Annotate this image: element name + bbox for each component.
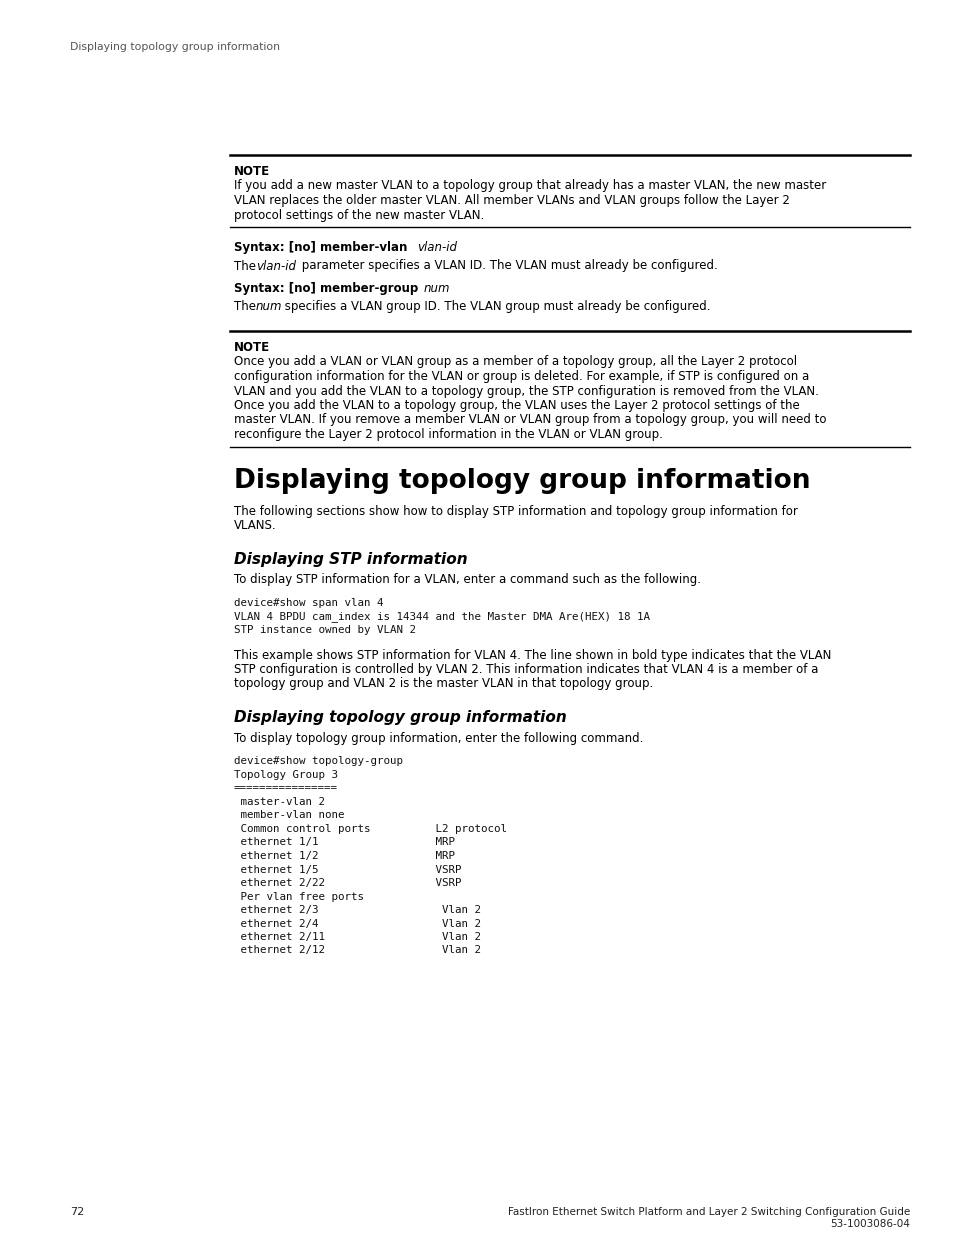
Text: ethernet 2/3                   Vlan 2: ethernet 2/3 Vlan 2 <box>233 905 480 915</box>
Text: specifies a VLAN group ID. The VLAN group must already be configured.: specifies a VLAN group ID. The VLAN grou… <box>281 300 710 314</box>
Text: Syntax: [no] member-group: Syntax: [no] member-group <box>233 282 422 295</box>
Text: 72: 72 <box>70 1207 84 1216</box>
Text: num: num <box>255 300 282 314</box>
Text: If you add a new master VLAN to a topology group that already has a master VLAN,: If you add a new master VLAN to a topolo… <box>233 179 825 193</box>
Text: VLANS.: VLANS. <box>233 519 276 532</box>
Text: To display topology group information, enter the following command.: To display topology group information, e… <box>233 732 642 745</box>
Text: NOTE: NOTE <box>233 165 270 178</box>
Text: Displaying topology group information: Displaying topology group information <box>70 42 280 52</box>
Text: The: The <box>233 300 259 314</box>
Text: device#show topology-group: device#show topology-group <box>233 757 402 767</box>
Text: device#show span vlan 4: device#show span vlan 4 <box>233 598 383 608</box>
Text: VLAN replaces the older master VLAN. All member VLANs and VLAN groups follow the: VLAN replaces the older master VLAN. All… <box>233 194 789 207</box>
Text: ethernet 2/22                 VSRP: ethernet 2/22 VSRP <box>233 878 461 888</box>
Text: ethernet 2/4                   Vlan 2: ethernet 2/4 Vlan 2 <box>233 919 480 929</box>
Text: Once you add the VLAN to a topology group, the VLAN uses the Layer 2 protocol se: Once you add the VLAN to a topology grou… <box>233 399 799 412</box>
Text: ================: ================ <box>233 783 337 794</box>
Text: ethernet 1/2                  MRP: ethernet 1/2 MRP <box>233 851 455 861</box>
Text: Displaying topology group information: Displaying topology group information <box>233 710 566 725</box>
Text: master-vlan 2: master-vlan 2 <box>233 797 325 806</box>
Text: Displaying STP information: Displaying STP information <box>233 552 467 567</box>
Text: Syntax: [no] member-vlan: Syntax: [no] member-vlan <box>233 241 411 254</box>
Text: vlan-id: vlan-id <box>255 259 295 273</box>
Text: ethernet 1/5                  VSRP: ethernet 1/5 VSRP <box>233 864 461 874</box>
Text: FastIron Ethernet Switch Platform and Layer 2 Switching Configuration Guide: FastIron Ethernet Switch Platform and La… <box>507 1207 909 1216</box>
Text: parameter specifies a VLAN ID. The VLAN must already be configured.: parameter specifies a VLAN ID. The VLAN … <box>297 259 717 273</box>
Text: This example shows STP information for VLAN 4. The line shown in bold type indic: This example shows STP information for V… <box>233 648 830 662</box>
Text: NOTE: NOTE <box>233 341 270 354</box>
Text: Per vlan free ports: Per vlan free ports <box>233 892 364 902</box>
Text: reconfigure the Layer 2 protocol information in the VLAN or VLAN group.: reconfigure the Layer 2 protocol informa… <box>233 429 662 441</box>
Text: STP configuration is controlled by VLAN 2. This information indicates that VLAN : STP configuration is controlled by VLAN … <box>233 663 818 676</box>
Text: VLAN 4 BPDU cam_index is 14344 and the Master DMA Are(HEX) 18 1A: VLAN 4 BPDU cam_index is 14344 and the M… <box>233 611 649 622</box>
Text: vlan-id: vlan-id <box>416 241 456 254</box>
Text: STP instance owned by VLAN 2: STP instance owned by VLAN 2 <box>233 625 416 635</box>
Text: 53-1003086-04: 53-1003086-04 <box>829 1219 909 1229</box>
Text: member-vlan none: member-vlan none <box>233 810 344 820</box>
Text: VLAN and you add the VLAN to a topology group, the STP configuration is removed : VLAN and you add the VLAN to a topology … <box>233 384 818 398</box>
Text: master VLAN. If you remove a member VLAN or VLAN group from a topology group, yo: master VLAN. If you remove a member VLAN… <box>233 414 825 426</box>
Text: ethernet 2/12                  Vlan 2: ethernet 2/12 Vlan 2 <box>233 946 480 956</box>
Text: protocol settings of the new master VLAN.: protocol settings of the new master VLAN… <box>233 209 484 221</box>
Text: Common control ports          L2 protocol: Common control ports L2 protocol <box>233 824 506 834</box>
Text: Once you add a VLAN or VLAN group as a member of a topology group, all the Layer: Once you add a VLAN or VLAN group as a m… <box>233 356 797 368</box>
Text: ethernet 1/1                  MRP: ethernet 1/1 MRP <box>233 837 455 847</box>
Text: configuration information for the VLAN or group is deleted. For example, if STP : configuration information for the VLAN o… <box>233 370 808 383</box>
Text: Topology Group 3: Topology Group 3 <box>233 769 337 781</box>
Text: topology group and VLAN 2 is the master VLAN in that topology group.: topology group and VLAN 2 is the master … <box>233 678 653 690</box>
Text: num: num <box>423 282 450 295</box>
Text: ethernet 2/11                  Vlan 2: ethernet 2/11 Vlan 2 <box>233 932 480 942</box>
Text: The following sections show how to display STP information and topology group in: The following sections show how to displ… <box>233 505 797 517</box>
Text: Displaying topology group information: Displaying topology group information <box>233 468 810 494</box>
Text: The: The <box>233 259 259 273</box>
Text: To display STP information for a VLAN, enter a command such as the following.: To display STP information for a VLAN, e… <box>233 573 700 587</box>
